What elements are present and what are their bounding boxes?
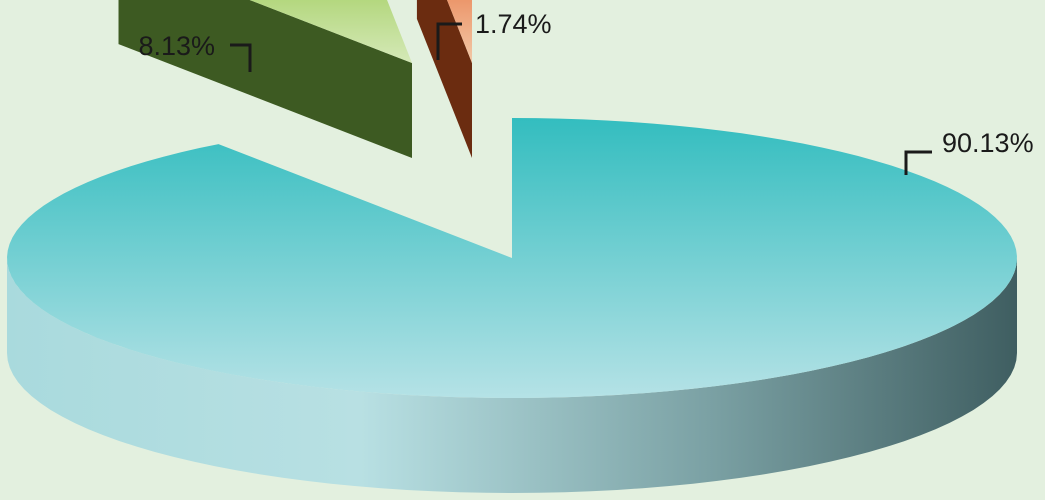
data-label: 8.13%	[138, 31, 215, 61]
pie-slice	[447, 0, 472, 63]
pie-slice-side	[416, 0, 472, 158]
data-label: 90.13%	[942, 128, 1034, 158]
leader-line	[436, 22, 462, 60]
leader-line	[904, 150, 932, 175]
pie-slice-side	[7, 258, 1017, 493]
pie-slice	[7, 118, 1017, 398]
leader-line	[230, 43, 252, 72]
data-label: 1.74%	[475, 9, 552, 39]
pie-slice-side	[118, 0, 412, 158]
pie-slice	[249, 0, 412, 63]
